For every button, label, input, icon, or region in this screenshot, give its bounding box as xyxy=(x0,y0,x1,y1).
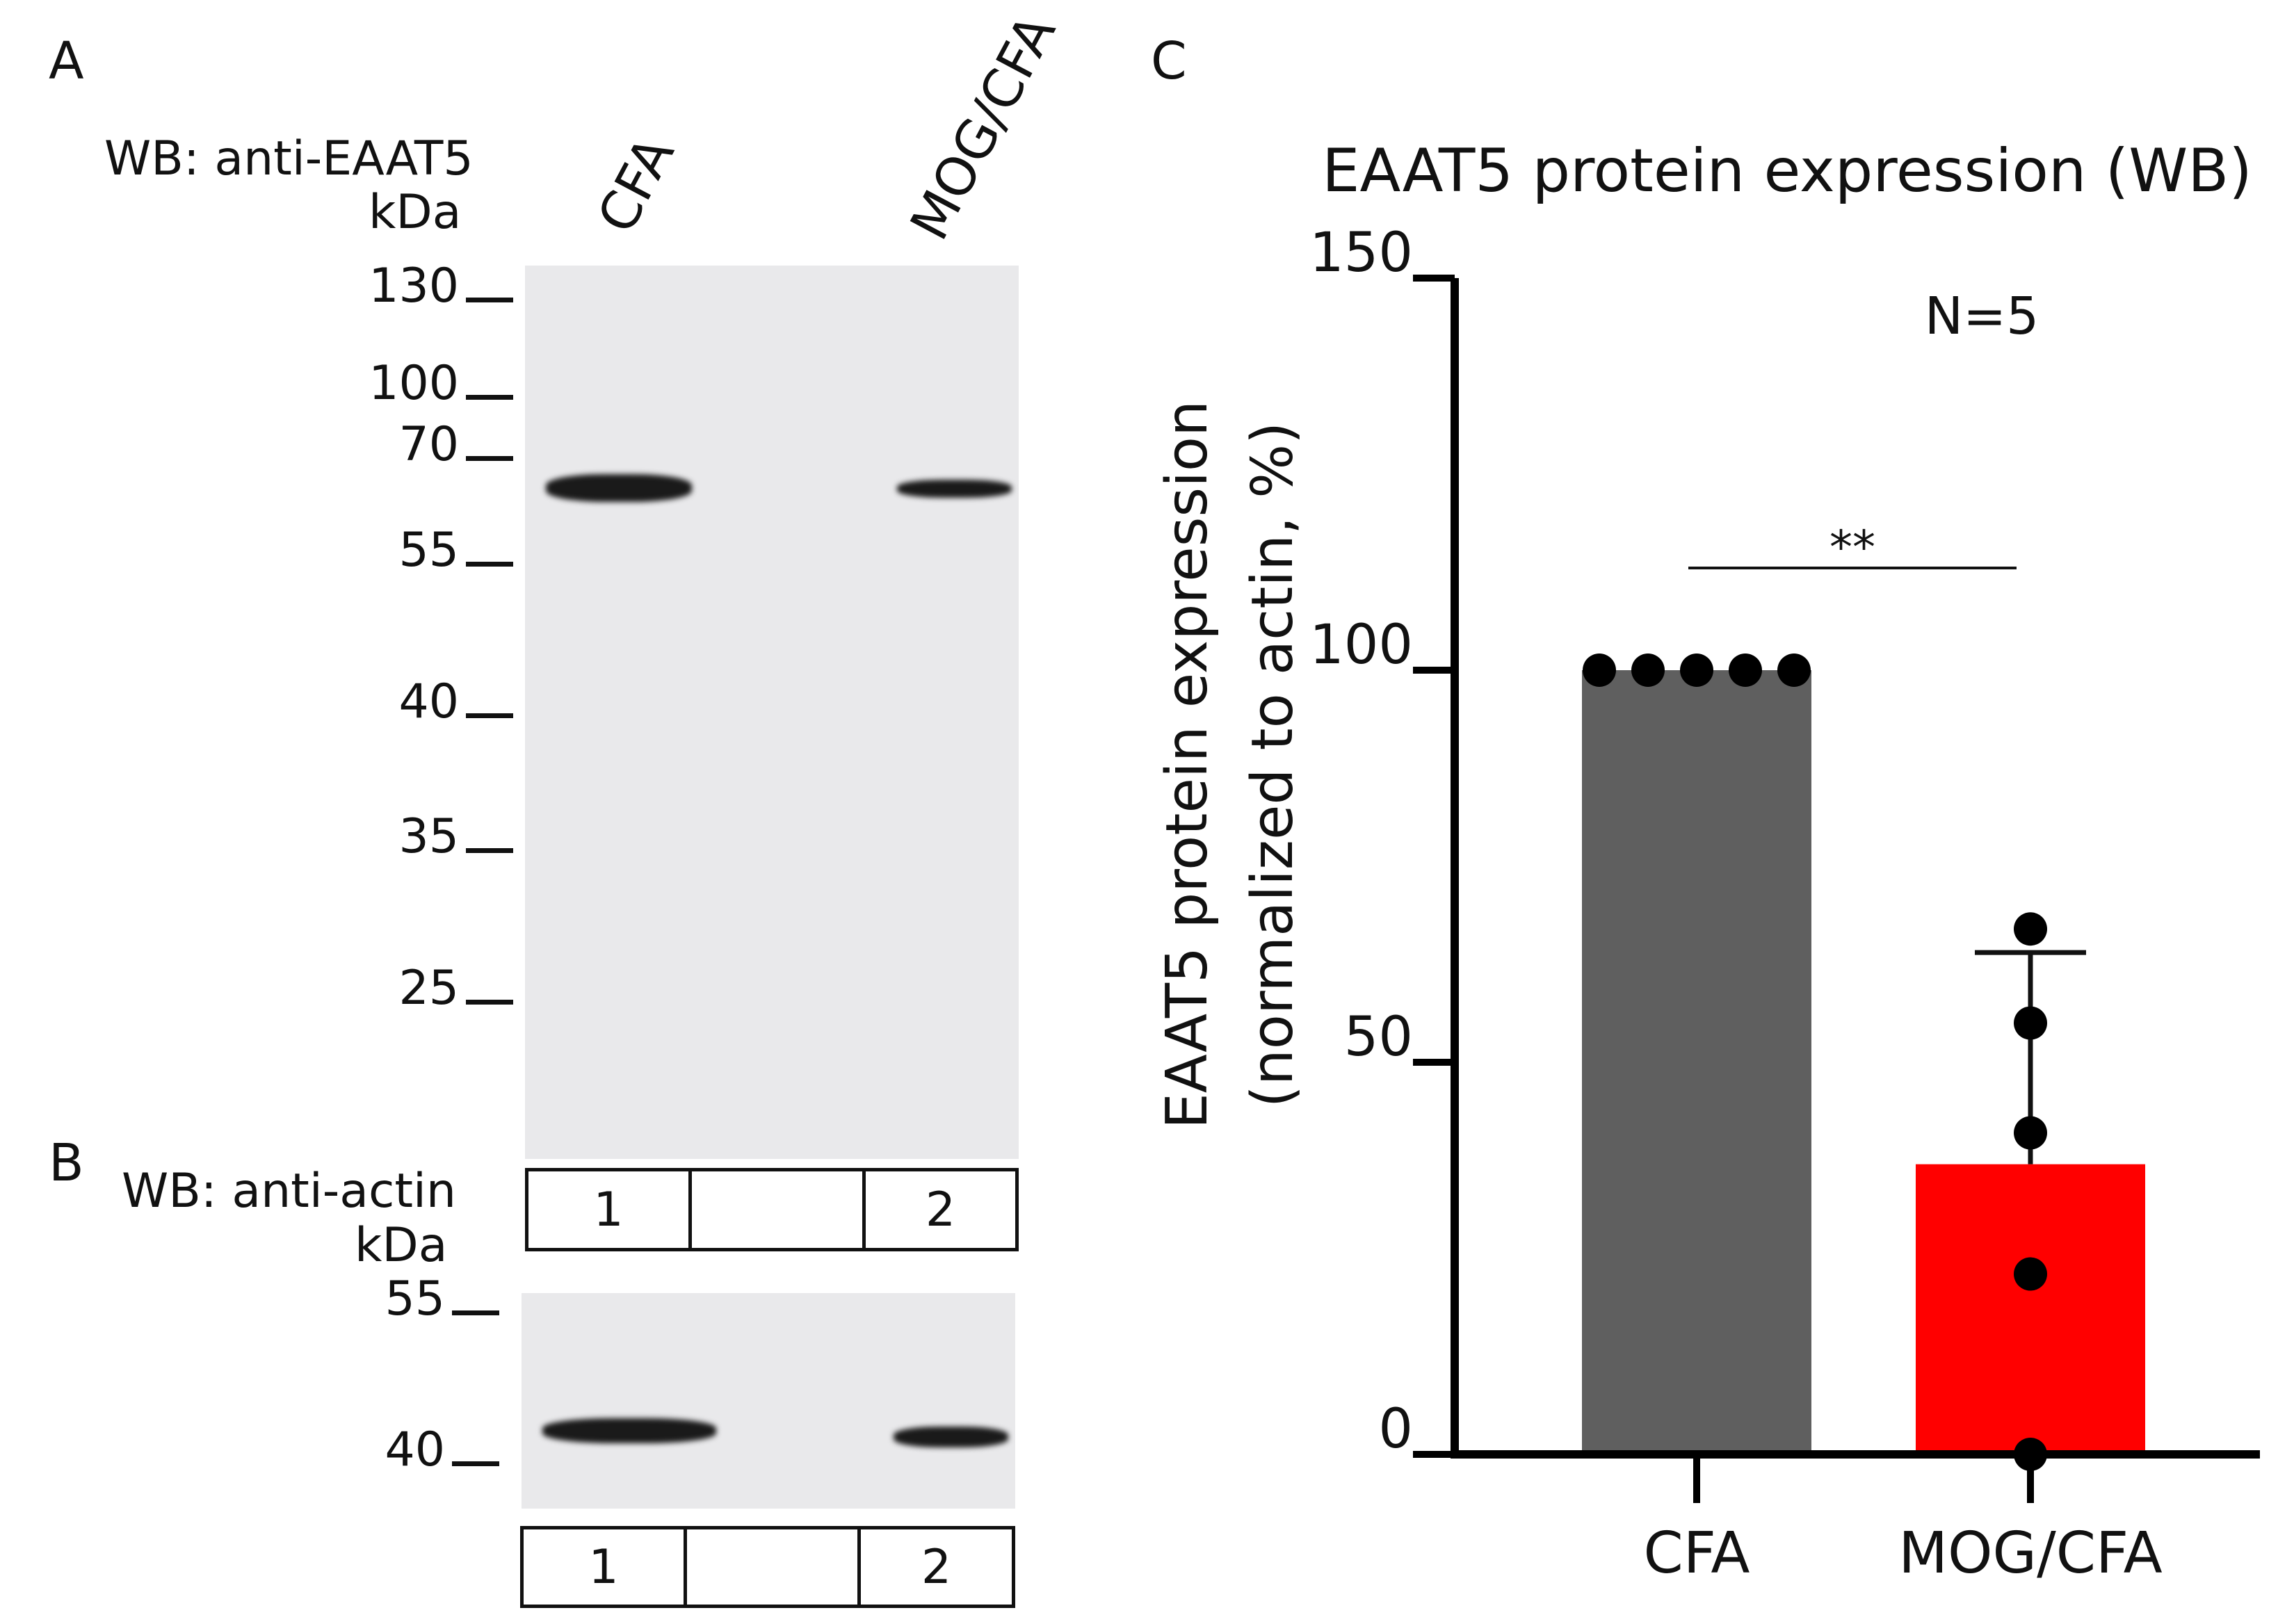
marker-tick xyxy=(452,1310,499,1315)
y-tick-label: 100 xyxy=(1309,614,1413,676)
data-point xyxy=(2014,1257,2047,1291)
data-point xyxy=(1631,653,1665,687)
n-annotation: N=5 xyxy=(1925,286,2039,346)
lane-number-1: 1 xyxy=(528,1171,692,1248)
y-axis-label-line1: EAAT5 protein expression xyxy=(1154,400,1220,1129)
marker-label: 55 xyxy=(398,523,459,578)
marker-label: 130 xyxy=(369,259,459,314)
bar-1 xyxy=(1916,1164,2145,1454)
data-point xyxy=(1777,653,1811,687)
lane-number-empty xyxy=(687,1529,861,1605)
panel-b-kda-label: kDa xyxy=(355,1218,448,1273)
data-point xyxy=(1583,653,1616,687)
actin-band-cfa xyxy=(542,1418,716,1443)
y-tick-label: 50 xyxy=(1344,1006,1413,1069)
marker-label: 70 xyxy=(398,417,459,472)
data-point xyxy=(2014,912,2047,946)
y-tick-label: 0 xyxy=(1378,1398,1413,1461)
marker-tick xyxy=(466,713,513,718)
data-point xyxy=(2014,1006,2047,1040)
data-point xyxy=(1729,653,1762,687)
panel-c-letter: C xyxy=(1151,31,1187,91)
actin-band-mog-cfa xyxy=(894,1427,1008,1447)
marker-label: 25 xyxy=(398,961,459,1016)
marker-tick xyxy=(466,848,513,853)
panel-b-letter: B xyxy=(49,1133,84,1193)
marker-tick xyxy=(466,1000,513,1005)
x-tick-label: MOG/CFA xyxy=(1898,1520,2162,1586)
eaat5-blot-image xyxy=(525,266,1019,1159)
y-tick-label: 150 xyxy=(1309,222,1413,284)
data-point xyxy=(2014,1116,2047,1150)
y-axis-label-line2: (normalized to actin, %) xyxy=(1240,422,1306,1107)
significance-group: ** xyxy=(1688,521,2017,574)
panel-b-lane-numbers: 1 2 xyxy=(520,1526,1015,1608)
panel-a-lane-numbers: 1 2 xyxy=(525,1168,1019,1251)
panel-a-letter: A xyxy=(49,31,84,91)
lane-number-2: 2 xyxy=(925,1182,956,1237)
marker-label: 100 xyxy=(369,356,459,411)
bar-0 xyxy=(1582,670,1811,1454)
lane-number-1: 1 xyxy=(524,1529,687,1605)
eaat5-band-mog-cfa xyxy=(897,480,1012,498)
marker-tick xyxy=(466,562,513,567)
marker-label: 40 xyxy=(398,674,459,729)
marker-label: 35 xyxy=(398,809,459,864)
panel-a-wb-label: WB: anti-EAAT5 xyxy=(104,131,474,186)
eaat5-band-cfa xyxy=(546,474,692,502)
marker-tick xyxy=(466,395,513,400)
points-group xyxy=(1583,653,2047,1471)
lane-number-empty xyxy=(692,1171,866,1248)
marker-tick xyxy=(466,298,513,302)
data-point xyxy=(1680,653,1713,687)
lane-number-2: 2 xyxy=(921,1539,952,1595)
bars-group xyxy=(1582,670,2145,1454)
marker-label: 55 xyxy=(385,1272,445,1326)
marker-label: 40 xyxy=(385,1422,445,1477)
chart-title: EAAT5 protein expression (WB) xyxy=(1322,136,2252,206)
significance-stars: ** xyxy=(1829,521,1875,574)
marker-tick xyxy=(452,1461,499,1466)
panel-a-kda-label: kDa xyxy=(369,185,462,240)
axes-group: 0 50 100 150 CFA MOG/CFA xyxy=(1309,222,2260,1586)
marker-tick xyxy=(466,456,513,461)
panel-b-wb-label: WB: anti-actin xyxy=(122,1164,456,1219)
x-tick-label: CFA xyxy=(1644,1520,1750,1586)
actin-blot-image xyxy=(522,1293,1015,1509)
